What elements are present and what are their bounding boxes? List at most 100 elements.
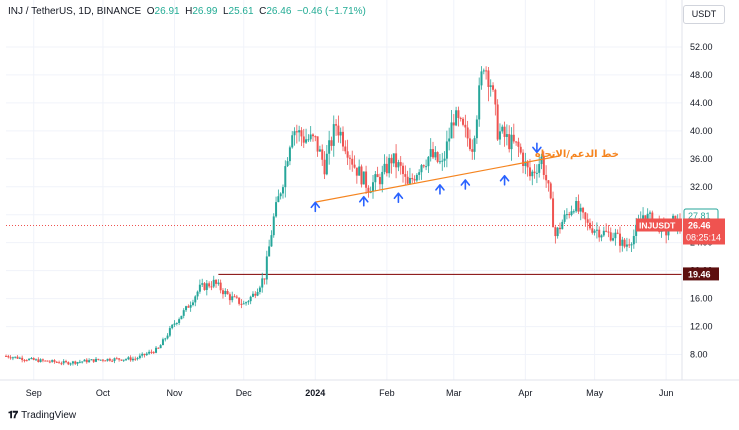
candle-body	[646, 213, 649, 223]
candle-body	[457, 110, 460, 118]
time-axis[interactable]: Sep Oct Nov Dec 2024 Feb Mar Apr May Jun	[26, 388, 674, 398]
candle-body	[342, 131, 344, 147]
candle-body	[494, 89, 497, 105]
arrow-up-icon	[499, 174, 510, 186]
candle-body	[510, 134, 513, 150]
currency-unit-button[interactable]: USDT	[683, 5, 725, 24]
candle-body	[374, 174, 377, 183]
candle-body	[270, 235, 273, 247]
price-axis[interactable]: 52.0048.0044.0040.0036.0032.0028.0024.00…	[690, 42, 713, 360]
candle-body	[492, 85, 495, 90]
support-price-badge	[683, 267, 719, 281]
candle-body	[358, 166, 361, 176]
candle-body	[337, 125, 340, 136]
candle-body	[145, 353, 148, 356]
candle-body	[332, 124, 335, 146]
candle-body	[607, 231, 610, 233]
candle-body	[203, 283, 206, 290]
candle-body	[618, 233, 621, 246]
candle-body	[37, 359, 40, 363]
candle-body	[575, 201, 578, 212]
candle-body	[392, 153, 395, 164]
candle-body	[76, 362, 79, 364]
candle-body	[129, 357, 132, 361]
candle-body	[406, 176, 409, 184]
candle-body	[498, 131, 501, 140]
candle-body	[351, 158, 354, 165]
candle-body	[353, 164, 356, 168]
candle-body	[182, 310, 185, 316]
candle-body	[5, 355, 7, 357]
candle-body	[118, 358, 121, 360]
candle-body	[501, 126, 504, 132]
high-value: 26.99	[192, 6, 218, 17]
candle-body	[65, 361, 68, 363]
candle-body	[256, 291, 259, 296]
candle-body	[300, 130, 303, 137]
symbol-title[interactable]: INJ / TetherUS, 1D, BINANCE	[8, 6, 142, 17]
candle-body	[9, 357, 12, 359]
candle-body	[187, 306, 190, 308]
candle-body	[434, 152, 437, 158]
candle-body	[62, 361, 65, 364]
candle-body	[625, 244, 628, 247]
candle-body	[464, 124, 467, 128]
candle-body	[348, 157, 351, 159]
candle-body	[418, 172, 421, 175]
candle-body	[621, 239, 624, 246]
candle-body	[106, 358, 109, 361]
candle-body	[362, 171, 365, 185]
candle-body	[452, 122, 455, 126]
candle-body	[561, 221, 564, 230]
candle-body	[35, 359, 38, 361]
candle-body	[231, 296, 234, 301]
candle-body	[402, 165, 405, 175]
candle-body	[572, 211, 575, 213]
candle-body	[88, 360, 91, 363]
candle-body	[258, 287, 261, 292]
candle-body	[568, 214, 571, 216]
candle-body	[367, 187, 370, 193]
candle-body	[496, 104, 499, 140]
candle-body	[275, 202, 278, 217]
candle-body	[605, 230, 608, 232]
candle-body	[602, 230, 605, 236]
candle-body	[552, 198, 555, 228]
candle-body	[328, 140, 331, 154]
candle-body	[78, 361, 81, 363]
candle-body	[436, 152, 439, 162]
candle-body	[233, 296, 236, 298]
candle-body	[372, 182, 375, 192]
candle-body	[240, 303, 243, 305]
candle-body	[311, 134, 314, 137]
candle-body	[136, 358, 139, 360]
tradingview-brand[interactable]: 𝟏𝟕 TradingView	[8, 410, 76, 421]
candle-body	[41, 359, 44, 361]
brand-name: TradingView	[21, 410, 77, 421]
candle-body	[268, 246, 271, 257]
candle-body	[614, 232, 617, 239]
candle-body	[582, 207, 585, 213]
candle-body	[265, 256, 268, 280]
candle-body	[212, 279, 215, 287]
candle-body	[487, 70, 490, 87]
trendline-label: خط الدعم/الاتجاه	[535, 149, 619, 160]
candle-body	[277, 196, 280, 203]
candle-body	[143, 353, 146, 356]
candle-body	[535, 172, 538, 174]
x-tick-label: May	[586, 388, 604, 398]
countdown-timer: 08:25:14	[686, 232, 721, 242]
candle-body	[600, 235, 603, 238]
candle-body	[346, 151, 349, 158]
candle-body	[593, 230, 596, 233]
candle-body	[215, 279, 218, 284]
candle-body	[612, 238, 615, 241]
candle-body	[344, 146, 347, 152]
candle-body	[191, 302, 194, 306]
candle-body	[609, 232, 612, 241]
y-tick-label: 16.00	[690, 294, 713, 304]
candle-body	[390, 157, 393, 164]
candle-body	[584, 212, 587, 220]
open-label: O	[146, 6, 155, 17]
